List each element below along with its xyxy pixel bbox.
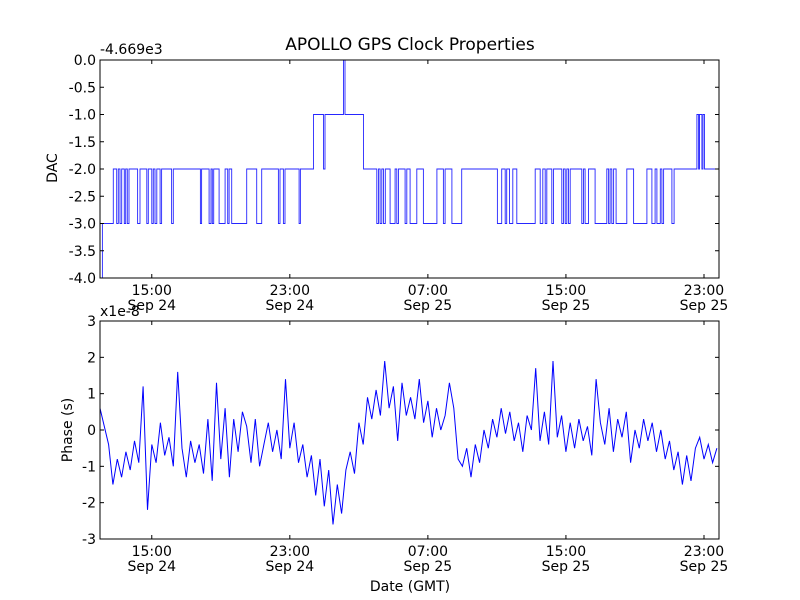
phase-xtick-time-label: 15:00	[132, 544, 172, 560]
dac-xtick-time-label: 23:00	[270, 283, 310, 299]
dac-y-axis-label: DAC	[45, 153, 61, 183]
dac-xtick-date-label: Sep 24	[127, 298, 176, 314]
phase-ytick-label: 1	[87, 387, 96, 403]
dac-xtick-time-label: 07:00	[408, 283, 448, 299]
phase-xtick-time-label: 07:00	[408, 544, 448, 560]
phase-xtick-time-label: 23:00	[684, 544, 724, 560]
dac-ytick-label: -1.5	[69, 135, 96, 151]
phase-xtick-time-label: 23:00	[270, 544, 310, 560]
dac-series-line	[100, 60, 719, 278]
phase-xtick-date-label: Sep 25	[404, 559, 453, 575]
phase-y-axis-label: Phase (s)	[60, 398, 76, 462]
dac-xtick-date-label: Sep 25	[542, 298, 591, 314]
dac-axes: -4.0 -3.5 -3.0 -2.5 -2.0 -1.5 -1.0 -0.5 0.0 15:00…	[69, 53, 729, 314]
dac-xtick-date-label: Sep 25	[404, 298, 453, 314]
phase-offset-label: x1e-8	[100, 304, 140, 320]
dac-ytick-label: -0.5	[69, 80, 96, 96]
phase-ytick-label: 2	[87, 350, 96, 366]
dac-xtick-date-label: Sep 24	[265, 298, 314, 314]
dac-ytick-label: -3.0	[69, 217, 96, 233]
chart-title: APOLLO GPS Clock Properties	[285, 35, 535, 55]
phase-xtick-date-label: Sep 25	[680, 559, 729, 575]
dac-ytick-label: 0.0	[74, 53, 96, 69]
phase-xtick-date-label: Sep 24	[127, 559, 176, 575]
phase-ytick-label: -1	[82, 459, 96, 475]
dac-ytick-label: -1.0	[69, 108, 96, 124]
phase-ytick-label: -2	[82, 496, 96, 512]
phase-ytick-label: -3	[82, 532, 96, 548]
x-axis-label: Date (GMT)	[370, 579, 450, 595]
dac-offset-label: -4.669e3	[100, 42, 163, 58]
dac-ytick-label: -2.5	[69, 189, 96, 205]
dac-ytick-label: -3.5	[69, 244, 96, 260]
dac-xtick-time-label: 15:00	[132, 283, 172, 299]
phase-series-line	[100, 360, 718, 525]
dac-ytick-label: -4.0	[69, 271, 96, 287]
phase-xtick-date-label: Sep 25	[542, 559, 591, 575]
dac-xtick-time-label: 23:00	[684, 283, 724, 299]
phase-ytick-label: 3	[87, 314, 96, 330]
dac-ytick-label: -2.0	[69, 162, 96, 178]
phase-ytick-label: 0	[87, 423, 96, 439]
phase-xtick-time-label: 15:00	[546, 544, 586, 560]
dac-xtick-date-label: Sep 25	[680, 298, 729, 314]
dac-xtick-time-label: 15:00	[546, 283, 586, 299]
phase-xtick-date-label: Sep 24	[265, 559, 314, 575]
